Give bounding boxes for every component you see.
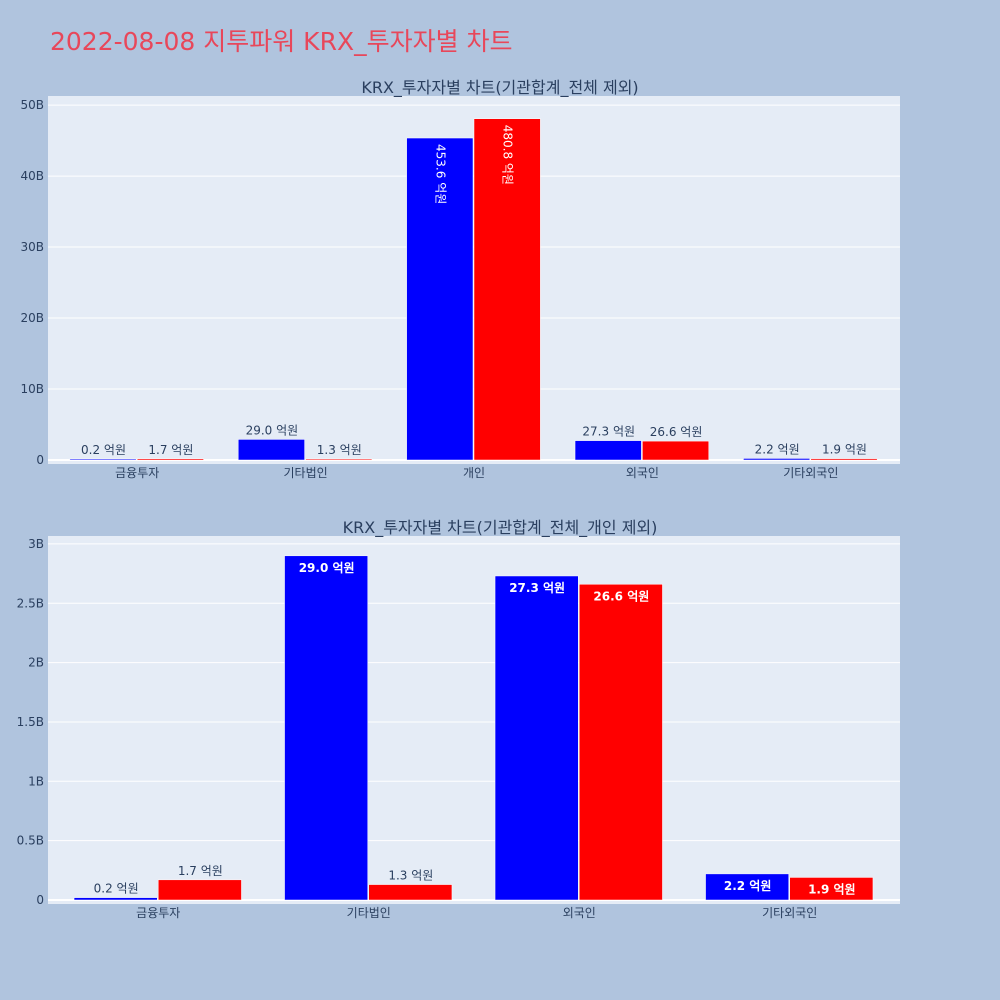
data-label: 0.2 억원 — [81, 443, 126, 457]
x-tick-label: 기타외국인 — [762, 906, 817, 920]
x-tick-label: 기타법인 — [284, 466, 328, 480]
data-label: 29.0 억원 — [246, 423, 299, 437]
y-tick-label: 0.5B — [17, 834, 44, 848]
bar[interactable] — [73, 897, 158, 901]
chart-subtitle: KRX_투자자별 차트(기관합계_전체_개인 제외) — [343, 518, 658, 538]
bar[interactable] — [789, 877, 874, 901]
data-label: 480.8 억원 — [501, 125, 515, 185]
data-label: 1.9 억원 — [822, 443, 867, 457]
data-label: 27.3 억원 — [582, 425, 635, 439]
x-tick-label: 금융투자 — [115, 466, 159, 480]
chart-top: 0 10B 20B 30B 40B 50B KRX_투자자별 차트(기관합계_전체 제외) 금… — [20, 78, 900, 480]
y-tick-label: 0 — [36, 893, 44, 907]
y-tick-label: 40B — [20, 169, 44, 183]
y-tick-label: 2.5B — [17, 596, 44, 610]
bar[interactable] — [579, 584, 663, 901]
data-label: 29.0 억원 — [299, 561, 355, 575]
bar[interactable] — [705, 873, 789, 901]
x-tick-label: 개인 — [463, 466, 485, 480]
chart-bottom: 0 0.5B 1B 1.5B 2B 2.5B 3B KRX_투자자별 차트(기관합계_전체_개… — [17, 518, 900, 920]
bar[interactable] — [69, 458, 137, 461]
y-tick-label: 20B — [20, 311, 44, 325]
x-tick-label: 기타외국인 — [783, 466, 838, 480]
data-label: 1.7 억원 — [148, 443, 193, 457]
data-label: 1.7 억원 — [178, 864, 223, 878]
bar[interactable] — [473, 118, 541, 461]
bar[interactable] — [136, 458, 204, 461]
data-label: 1.3 억원 — [388, 869, 433, 883]
y-tick-label: 30B — [20, 240, 44, 254]
x-tick-label: 금융투자 — [136, 906, 180, 920]
y-tick-label: 3B — [28, 537, 44, 551]
bar[interactable] — [237, 439, 305, 461]
data-label: 26.6 억원 — [593, 589, 649, 603]
y-tick-label: 1B — [28, 774, 44, 788]
y-tick-label: 0 — [36, 453, 44, 467]
y-tick-label: 2B — [28, 656, 44, 670]
y-tick-label: 50B — [20, 98, 44, 112]
data-label: 453.6 억원 — [433, 144, 447, 204]
x-tick-label: 기타법인 — [347, 906, 391, 920]
bar[interactable] — [642, 440, 710, 461]
bar[interactable] — [810, 458, 878, 461]
bar[interactable] — [158, 879, 242, 901]
y-tick-label: 1.5B — [17, 715, 44, 729]
data-label: 2.2 억원 — [755, 442, 800, 456]
data-label: 0.2 억원 — [94, 882, 139, 896]
data-label: 2.2 억원 — [724, 879, 772, 893]
bar[interactable] — [743, 458, 811, 461]
data-label: 1.3 억원 — [317, 443, 362, 457]
bar[interactable] — [494, 575, 579, 901]
bar[interactable] — [368, 884, 453, 901]
bar[interactable] — [284, 555, 368, 901]
x-tick-label: 외국인 — [563, 906, 596, 920]
bar[interactable] — [574, 440, 642, 461]
data-label: 1.9 억원 — [808, 882, 856, 896]
page-title: 2022-08-08 지투파워 KRX_투자자별 차트 — [50, 27, 513, 56]
data-label: 27.3 억원 — [509, 581, 565, 595]
bar[interactable] — [406, 137, 474, 461]
chart-subtitle: KRX_투자자별 차트(기관합계_전체 제외) — [361, 78, 638, 98]
x-tick-label: 외국인 — [626, 466, 659, 480]
data-label: 26.6 억원 — [650, 425, 703, 439]
plot-area — [48, 536, 900, 904]
bar[interactable] — [305, 458, 373, 461]
y-tick-label: 10B — [20, 382, 44, 396]
